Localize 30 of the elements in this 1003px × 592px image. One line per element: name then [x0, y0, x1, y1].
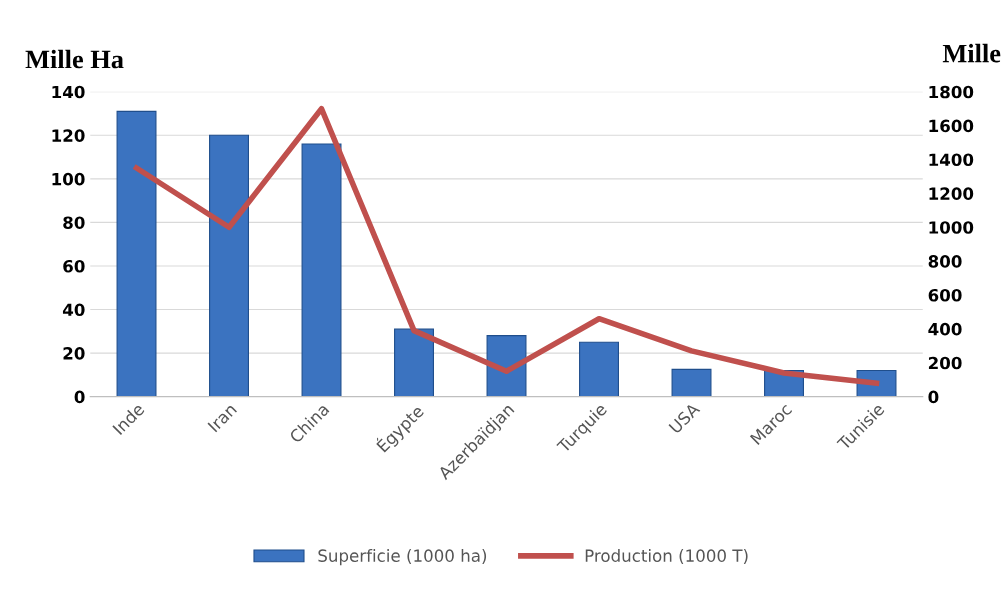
bar: [301, 143, 342, 397]
y-tick-label: 80: [63, 216, 85, 229]
bar: [116, 110, 157, 397]
y2-tick-label: 0: [928, 390, 939, 404]
y2-tick-label: 1200: [929, 187, 974, 200]
y-tick-label: 40: [62, 303, 85, 317]
bar: [209, 134, 249, 397]
y2-tick-label: 1400: [929, 153, 974, 167]
y-axis-title: Mille Ha: [25, 49, 124, 69]
y2-tick-label: 800: [928, 255, 962, 268]
legend-label: Production (1000 T): [585, 549, 748, 564]
x-tick-label: Iran: [207, 402, 238, 433]
y-tick-label: 0: [74, 390, 85, 404]
y-tick-label: 120: [52, 129, 85, 142]
y2-tick-label: 200: [928, 356, 962, 370]
y-tick-label: 60: [63, 259, 85, 273]
legend-label: Superficie (1000 ha): [318, 549, 487, 566]
bar: [671, 368, 712, 397]
y-tick-label: 100: [52, 172, 85, 186]
y2-tick-label: 1000: [929, 221, 974, 234]
y2-tick-label: 1800: [929, 85, 974, 99]
y2-tick-label: 600: [928, 288, 962, 302]
x-tick-label: USA: [668, 401, 701, 434]
y2-axis-title: Mille: [942, 43, 1001, 63]
y2-tick-label: 400: [928, 322, 962, 336]
y2-tick-label: 1600: [929, 119, 974, 133]
y-tick-label: 20: [63, 347, 85, 360]
bar: [394, 328, 434, 397]
bar: [579, 341, 619, 397]
y-tick-label: 140: [52, 85, 85, 99]
